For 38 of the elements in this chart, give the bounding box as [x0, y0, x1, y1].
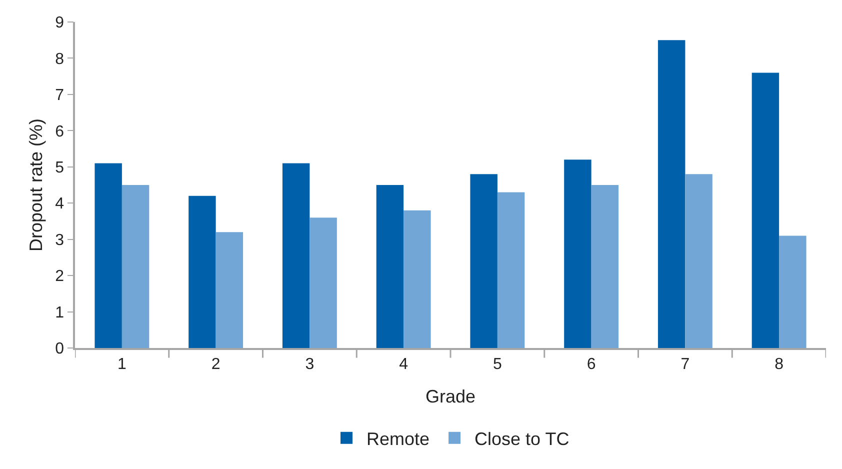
y-tick-label: 1 [55, 304, 64, 322]
bar [94, 163, 122, 348]
bar [685, 174, 712, 348]
y-tick-label: 5 [55, 159, 64, 176]
x-tick-label: 6 [586, 356, 596, 373]
y-tick-label: 6 [55, 123, 64, 140]
bar [658, 40, 686, 348]
x-tick-label: 3 [305, 356, 314, 373]
x-tick-label: 4 [399, 356, 408, 373]
bar [216, 232, 244, 348]
x-tick-label: 2 [211, 356, 220, 373]
bar [122, 185, 150, 348]
bar [591, 185, 619, 348]
x-tick-label: 1 [117, 356, 126, 373]
bar [282, 163, 310, 348]
y-axis-title: Dropout rate (%) [26, 118, 46, 252]
bar [376, 185, 404, 348]
bar [564, 160, 592, 348]
y-tick-label: 0 [55, 340, 64, 358]
x-tick-label: 8 [774, 356, 784, 373]
bar [497, 192, 525, 348]
y-tick-label: 3 [55, 232, 64, 249]
y-tick-label: 8 [55, 50, 64, 68]
x-tick-label: 5 [492, 356, 502, 373]
legend-label: Close to TC [474, 428, 570, 449]
bar [470, 174, 498, 348]
legend-label: Remote [366, 428, 430, 449]
x-tick-label: 7 [680, 356, 690, 373]
bar [752, 72, 780, 348]
y-tick-label: 4 [55, 196, 64, 213]
bar [188, 196, 216, 348]
bar [779, 236, 806, 348]
bar [404, 210, 431, 348]
x-axis-title: Grade [425, 386, 476, 407]
bar [310, 218, 337, 348]
y-tick-label: 2 [55, 268, 64, 286]
y-tick-label: 9 [55, 14, 64, 32]
y-tick-label: 7 [55, 87, 64, 104]
